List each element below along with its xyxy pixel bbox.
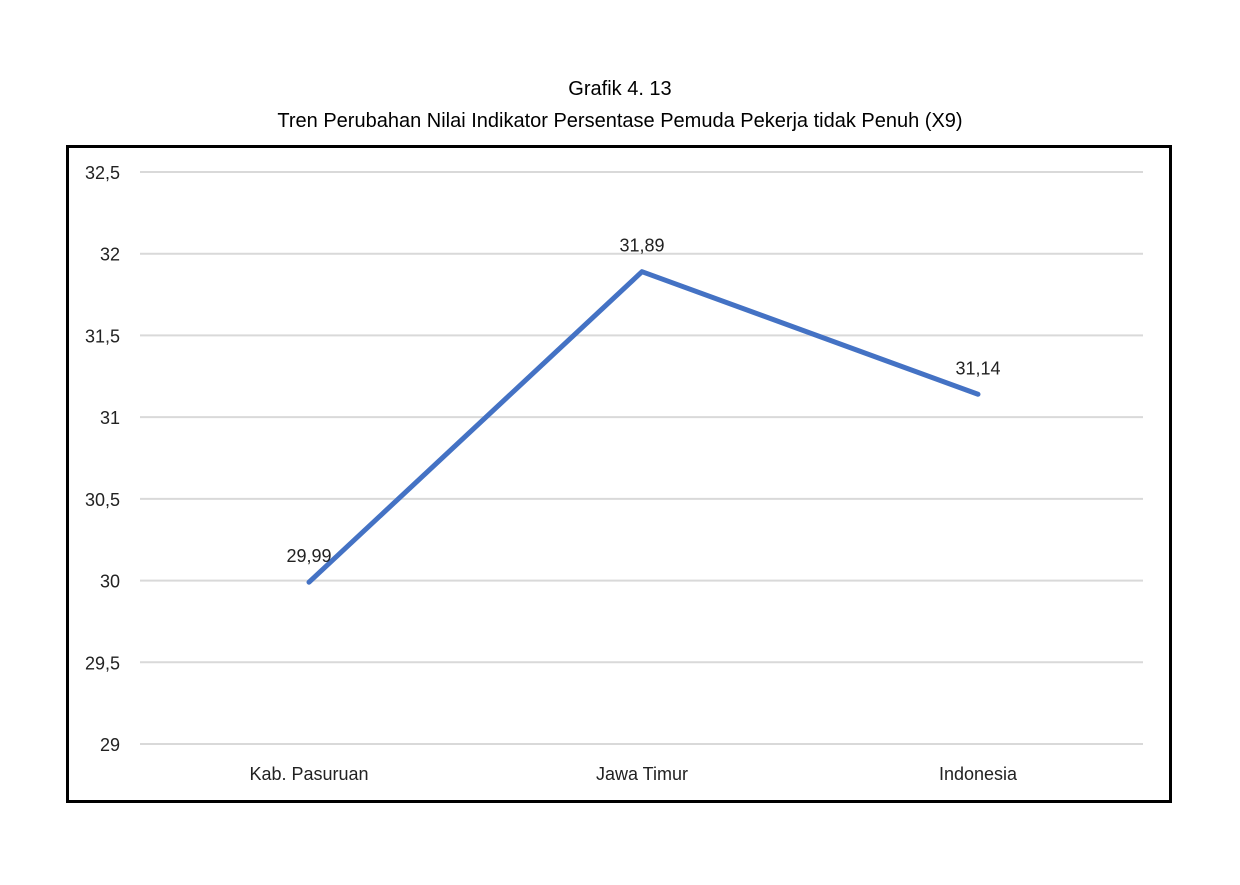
chart-subtitle: Tren Perubahan Nilai Indikator Persentas… bbox=[277, 110, 963, 132]
y-tick-label: 29,5 bbox=[85, 653, 120, 673]
data-label: 31,89 bbox=[619, 236, 664, 256]
y-tick-label: 32,5 bbox=[85, 163, 120, 183]
y-tick-label: 31,5 bbox=[85, 326, 120, 346]
y-tick-label: 32 bbox=[100, 245, 120, 265]
chart-title: Grafik 4. 13 bbox=[568, 78, 672, 100]
y-tick-label: 29 bbox=[100, 735, 120, 755]
y-tick-label: 30,5 bbox=[85, 490, 120, 510]
x-tick-label: Kab. Pasuruan bbox=[249, 764, 368, 784]
data-line bbox=[306, 269, 981, 585]
chart-frame bbox=[66, 145, 1172, 803]
y-tick-label: 30 bbox=[100, 572, 120, 592]
data-label: 31,14 bbox=[955, 358, 1000, 378]
y-tick-label: 31 bbox=[100, 408, 120, 428]
data-label: 29,99 bbox=[286, 546, 331, 566]
x-tick-label: Jawa Timur bbox=[596, 764, 688, 784]
x-tick-label: Indonesia bbox=[939, 764, 1018, 784]
